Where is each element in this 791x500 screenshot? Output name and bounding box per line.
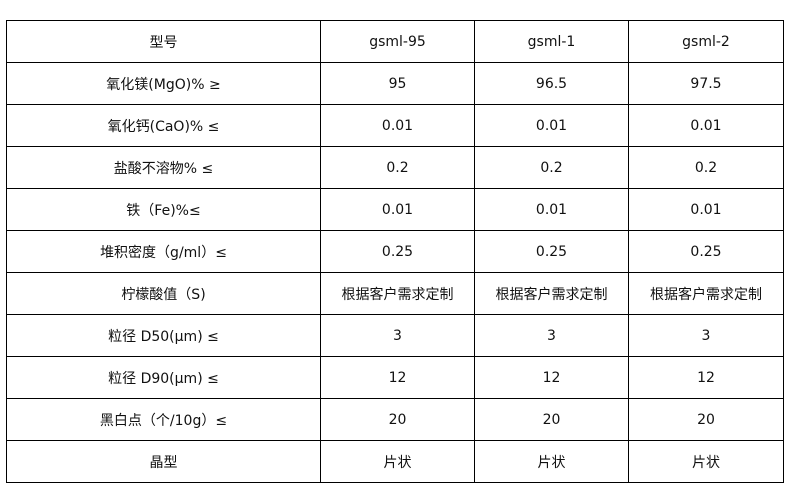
value-cell: 12 — [474, 356, 629, 399]
table-row: 堆积密度（g/ml）≤ 0.25 0.25 0.25 — [6, 230, 784, 273]
value-cell: 0.2 — [474, 146, 629, 189]
row-label-cell: 粒径 D50(μm) ≤ — [6, 314, 321, 357]
value-cell: 97.5 — [628, 62, 784, 105]
value-cell: 0.25 — [320, 230, 475, 273]
table-row: 粒径 D50(μm) ≤3 3 3 — [6, 314, 784, 357]
row-label-cell: 盐酸不溶物% ≤ — [6, 146, 321, 189]
value-cell: 3 — [628, 314, 784, 357]
value-cell: 片状 — [474, 440, 629, 483]
value-cell: 0.2 — [628, 146, 784, 189]
value-cell: 3 — [474, 314, 629, 357]
row-label-cell: 氧化镁(MgO)% ≥ — [6, 62, 321, 105]
value-cell: 0.01 — [320, 104, 475, 147]
value-cell: 0.01 — [320, 188, 475, 231]
value-cell: 20 — [628, 398, 784, 441]
value-cell: 20 — [474, 398, 629, 441]
table-row: 粒径 D90(μm) ≤12 12 12 — [6, 356, 784, 399]
value-cell: 3 — [320, 314, 475, 357]
value-cell: 96.5 — [474, 62, 629, 105]
row-label-cell: 型号 — [6, 20, 321, 63]
value-cell: 20 — [320, 398, 475, 441]
value-cell: 0.01 — [628, 188, 784, 231]
value-cell: 片状 — [628, 440, 784, 483]
table-row: 盐酸不溶物% ≤0.2 0.2 0.2 — [6, 146, 784, 189]
spec-table: 型号 gsml-95 gsml-1 gsml-2 氧化镁(MgO)% ≥95 96.5 97… — [6, 20, 784, 483]
row-label-cell: 粒径 D90(μm) ≤ — [6, 356, 321, 399]
value-cell: 95 — [320, 62, 475, 105]
value-cell: 根据客户需求定制 — [474, 272, 629, 315]
table-row: 氧化镁(MgO)% ≥95 96.5 97.5 — [6, 62, 784, 105]
value-cell: 根据客户需求定制 — [628, 272, 784, 315]
value-cell: 根据客户需求定制 — [320, 272, 475, 315]
table-row: 氧化钙(CaO)% ≤0.01 0.01 0.01 — [6, 104, 784, 147]
table-row: 柠檬酸值（S) 根据客户需求定制 根据客户需求定制 根据客户需求定制 — [6, 272, 784, 315]
value-cell: 片状 — [320, 440, 475, 483]
header-row: 型号 gsml-95 gsml-1 gsml-2 — [6, 20, 784, 63]
value-cell: 0.01 — [474, 188, 629, 231]
value-cell: 0.2 — [320, 146, 475, 189]
value-cell: 0.25 — [628, 230, 784, 273]
value-cell: gsml-1 — [474, 20, 629, 63]
value-cell: 12 — [320, 356, 475, 399]
table-row: 晶型 片状 片状 片状 — [6, 440, 784, 483]
value-cell: gsml-2 — [628, 20, 784, 63]
value-cell: gsml-95 — [320, 20, 475, 63]
table-row: 黑白点（个/10g）≤ 20 20 20 — [6, 398, 784, 441]
row-label-cell: 柠檬酸值（S) — [6, 272, 321, 315]
value-cell: 0.01 — [628, 104, 784, 147]
row-label-cell: 晶型 — [6, 440, 321, 483]
row-label-cell: 铁（Fe)%≤ — [6, 188, 321, 231]
row-label-cell: 堆积密度（g/ml）≤ — [6, 230, 321, 273]
row-label-cell: 黑白点（个/10g）≤ — [6, 398, 321, 441]
value-cell: 12 — [628, 356, 784, 399]
row-label-cell: 氧化钙(CaO)% ≤ — [6, 104, 321, 147]
table-row: 铁（Fe)%≤ 0.01 0.01 0.01 — [6, 188, 784, 231]
value-cell: 0.01 — [474, 104, 629, 147]
value-cell: 0.25 — [474, 230, 629, 273]
